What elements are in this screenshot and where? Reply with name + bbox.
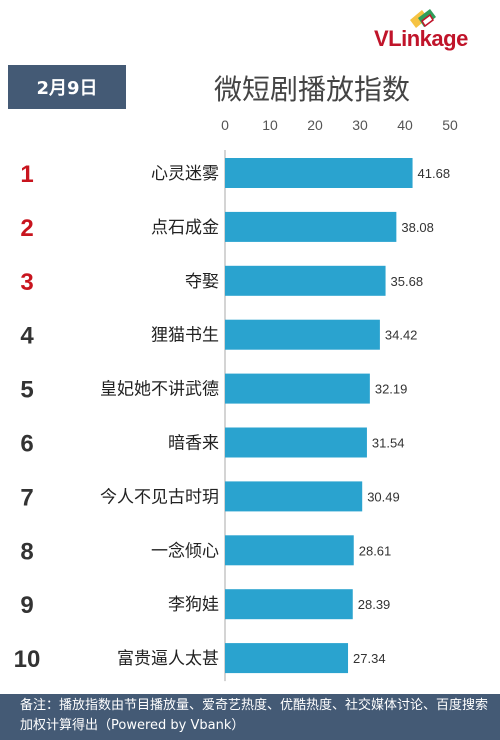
brand-name: VLinkage [374, 26, 468, 51]
bar [225, 373, 370, 404]
x-tick-label: 10 [262, 117, 278, 133]
bar [225, 481, 363, 512]
rank-number: 5 [20, 377, 33, 404]
bar [225, 427, 367, 458]
bar-value-label: 28.39 [358, 597, 391, 612]
bar-category-label: 暗香来 [168, 434, 219, 454]
x-tick-label: 40 [397, 117, 413, 133]
footer-note: 备注：播放指数由节目播放量、爱奇艺热度、优酷热度、社交媒体讨论、百度搜索加权计算… [0, 694, 500, 740]
bar-value-label: 27.34 [353, 651, 386, 666]
rank-number: 2 [20, 215, 33, 242]
bar-value-label: 38.08 [401, 220, 434, 235]
x-tick-label: 30 [352, 117, 368, 133]
bar-value-label: 35.68 [391, 274, 424, 289]
bar-category-label: 李狗娃 [168, 595, 219, 615]
x-tick-label: 50 [442, 117, 458, 133]
date-badge: 2月9日 [8, 65, 126, 109]
ranking-bar-chart: 0 10 20 30 40 50 1 心灵迷雾 41.68 2 点石成金 38.08 3 夺娶 35.68 4… [14, 117, 458, 682]
bar-category-label: 心灵迷雾 [151, 164, 219, 184]
bar [225, 589, 353, 620]
bar-category-label: 富贵逼人太甚 [117, 649, 219, 669]
rank-number: 1 [20, 161, 33, 188]
rank-number: 8 [20, 538, 33, 565]
bar [225, 158, 413, 188]
bar [225, 319, 380, 350]
bar [225, 211, 397, 242]
bar-value-label: 28.61 [359, 543, 392, 558]
bar-category-label: 今人不见古时玥 [100, 487, 219, 507]
bar-value-label: 32.19 [375, 382, 408, 397]
x-tick-label: 20 [307, 117, 323, 133]
bar-category-label: 一念倾心 [151, 540, 219, 561]
rank-number: 9 [20, 592, 33, 619]
logo-mark-icon [410, 9, 436, 28]
bar-value-label: 30.49 [367, 489, 400, 504]
bar-value-label: 31.54 [372, 436, 405, 451]
bar-value-label: 41.68 [418, 166, 451, 181]
bar-category-label: 狸猫书生 [151, 326, 219, 346]
bar-category-label: 夺娶 [185, 272, 219, 292]
rank-number: 3 [20, 269, 33, 296]
bar [225, 265, 386, 296]
bar [225, 643, 349, 674]
rank-number: 6 [20, 431, 33, 458]
rank-number: 4 [20, 323, 34, 350]
bar-category-label: 皇妃她不讲武德 [100, 380, 219, 400]
x-tick-label: 0 [221, 117, 229, 133]
vlinkage-logo: VLinkage [374, 8, 492, 52]
bar [225, 535, 354, 566]
rank-number: 10 [14, 646, 41, 673]
chart-title: 微短剧播放指数 [214, 73, 411, 106]
rank-number: 7 [20, 484, 33, 511]
bar-value-label: 34.42 [385, 328, 418, 343]
bar-category-label: 点石成金 [151, 218, 219, 238]
